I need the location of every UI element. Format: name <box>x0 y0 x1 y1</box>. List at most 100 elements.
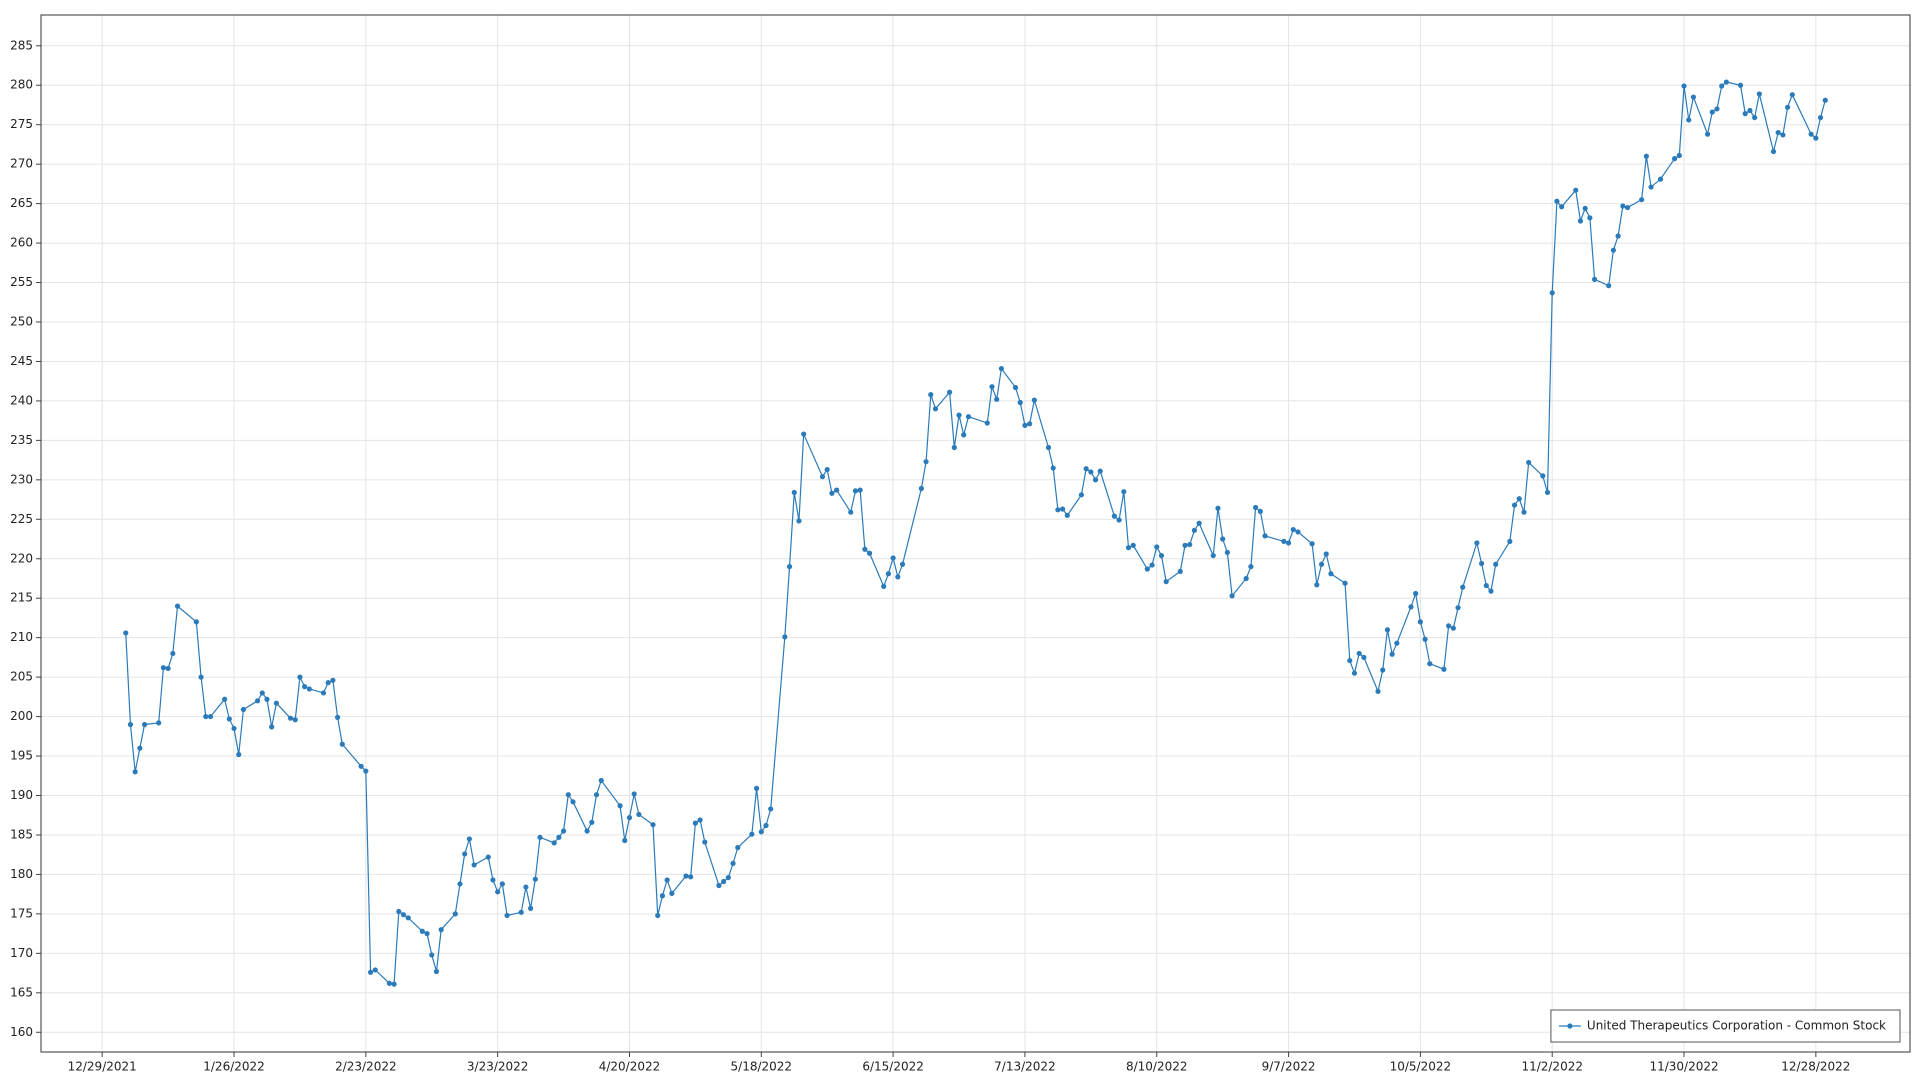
x-tick-label: 6/15/2022 <box>862 1060 924 1074</box>
legend-marker <box>1567 1023 1573 1029</box>
point <box>895 574 901 580</box>
plot-frame <box>40 14 1911 1053</box>
point <box>1737 82 1744 88</box>
point <box>504 912 510 919</box>
point <box>664 877 670 883</box>
y-tick-label: 170 <box>10 946 33 960</box>
point <box>1314 582 1320 588</box>
point <box>593 792 600 798</box>
point <box>471 862 477 868</box>
point <box>429 952 435 958</box>
point <box>556 834 562 840</box>
point <box>1507 538 1513 544</box>
point <box>636 811 642 818</box>
point <box>528 905 534 911</box>
point <box>998 365 1004 372</box>
point <box>306 686 312 692</box>
point <box>1045 444 1052 451</box>
point <box>753 785 760 792</box>
point <box>339 741 345 747</box>
point <box>1610 247 1617 253</box>
point <box>1351 670 1358 676</box>
point <box>1248 564 1254 570</box>
point <box>1559 204 1565 210</box>
point <box>1483 582 1489 589</box>
y-tick-label: 260 <box>10 236 33 250</box>
point <box>683 873 689 879</box>
point <box>1516 496 1522 502</box>
point <box>1092 477 1099 483</box>
point <box>697 817 703 823</box>
point <box>1017 399 1023 406</box>
point <box>1187 541 1193 548</box>
point <box>222 696 228 702</box>
point <box>1770 148 1777 155</box>
point <box>890 555 896 561</box>
point <box>1742 111 1748 117</box>
x-tick-label: 11/30/2022 <box>1649 1060 1718 1074</box>
y-tick-label: 285 <box>10 38 33 52</box>
point <box>1775 129 1781 136</box>
point <box>320 690 327 696</box>
point <box>1615 233 1621 239</box>
point <box>137 745 143 751</box>
point <box>1191 527 1198 533</box>
point <box>1591 276 1598 282</box>
x-tick-label: 11/2/2022 <box>1521 1060 1583 1074</box>
point <box>207 713 214 720</box>
point <box>721 878 727 885</box>
point <box>1224 549 1230 556</box>
y-tick-label: 215 <box>10 591 33 605</box>
x-tick-label: 12/29/2021 <box>68 1060 137 1074</box>
y-tick-label: 225 <box>10 512 33 526</box>
point <box>292 717 298 723</box>
point <box>372 967 378 973</box>
x-tick-label: 8/10/2022 <box>1126 1060 1188 1074</box>
point <box>768 806 774 812</box>
point <box>560 828 567 834</box>
point <box>1441 666 1447 672</box>
point <box>537 834 543 840</box>
point <box>1789 92 1795 98</box>
point <box>1380 667 1386 673</box>
point <box>932 406 939 412</box>
point <box>1582 205 1588 211</box>
point <box>565 792 571 798</box>
point <box>203 713 209 720</box>
y-tick-label: 175 <box>10 906 33 920</box>
point <box>1643 153 1649 159</box>
x-tick-label: 4/20/2022 <box>599 1060 661 1074</box>
point <box>1111 513 1117 519</box>
point <box>1220 536 1226 542</box>
point <box>170 650 176 657</box>
y-tick-label: 185 <box>10 827 33 841</box>
point <box>490 877 496 883</box>
point <box>1686 117 1692 123</box>
point <box>1681 83 1687 89</box>
x-tick-label: 7/13/2022 <box>994 1060 1056 1074</box>
point <box>659 893 666 899</box>
point <box>287 715 294 721</box>
point <box>994 396 1000 402</box>
point <box>1756 91 1762 97</box>
point <box>1182 542 1188 548</box>
point <box>297 674 303 680</box>
point <box>325 680 331 686</box>
point <box>259 690 265 696</box>
point <box>523 884 529 890</box>
point <box>866 550 873 556</box>
point <box>367 969 374 975</box>
point <box>1657 176 1664 182</box>
y-tick-label: 200 <box>10 709 33 723</box>
point <box>396 908 402 915</box>
point <box>1394 640 1400 646</box>
point <box>254 698 261 704</box>
point <box>650 822 656 828</box>
point <box>1648 184 1654 190</box>
y-tick-label: 280 <box>10 78 33 92</box>
point <box>123 630 129 636</box>
point <box>330 677 336 683</box>
point <box>796 518 802 524</box>
point <box>1083 466 1089 472</box>
y-tick-label: 180 <box>10 867 33 881</box>
